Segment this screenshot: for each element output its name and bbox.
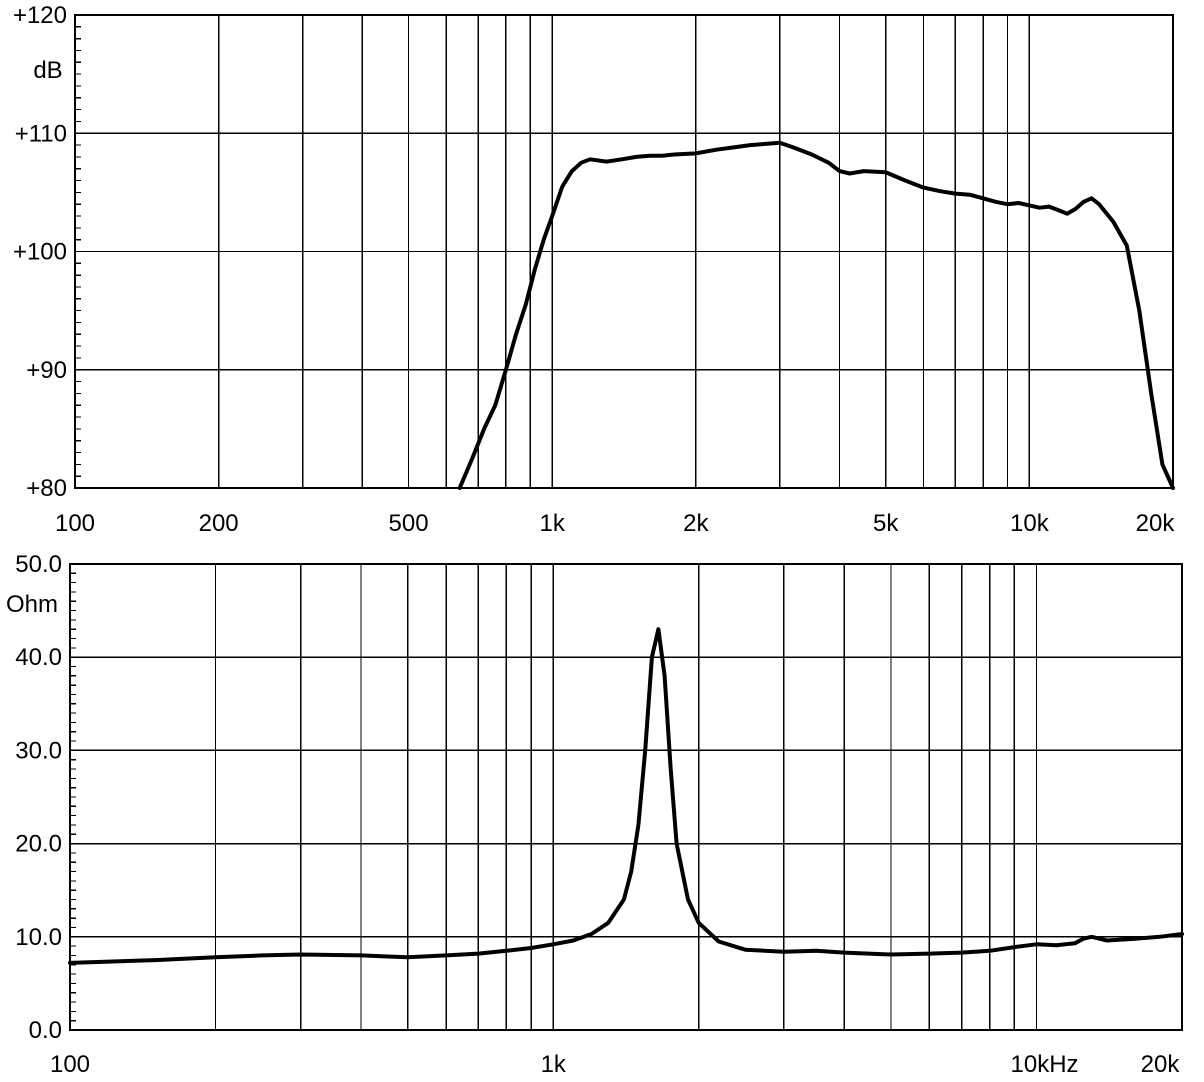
x-tick-label: 20k <box>1136 510 1176 537</box>
spl-response-curve <box>457 140 1175 490</box>
y-tick-label: +120 <box>13 2 67 29</box>
plot-frame <box>74 14 1174 489</box>
x-tick-label: 200 <box>199 510 239 537</box>
y-tick-label: +110 <box>15 120 67 147</box>
impedance-panel: 50.0 40.0 30.0 20.0 10.0 0.0 Ohm 100 1k 10kHz 20k <box>6 551 1184 1078</box>
y-tick-label: +100 <box>13 239 67 266</box>
y-tick-label: 40.0 <box>15 644 62 671</box>
y-tick-label: +90 <box>26 357 67 384</box>
y-tick-label: 30.0 <box>15 737 62 764</box>
x-tick-label: 10k <box>1010 510 1050 537</box>
y-tick-label: +80 <box>26 475 67 502</box>
y-tick-label: 0.0 <box>29 1017 62 1044</box>
x-tick-label: 10kHz <box>1011 1051 1079 1078</box>
x-tick-label: 20k <box>1141 1051 1181 1078</box>
y-tick-label: 20.0 <box>15 831 62 858</box>
plot-frame <box>69 563 1183 1031</box>
x-tick-label: 500 <box>389 510 429 537</box>
y-unit-label: Ohm <box>6 591 58 618</box>
x-tick-label: 100 <box>55 510 95 537</box>
x-tick-label: 100 <box>50 1051 90 1078</box>
x-tick-label: 2k <box>683 510 709 537</box>
spl-panel: +120 +110 +100 +90 +80 dB 100 200 500 1k 2k 5k 10k 20… <box>13 2 1175 537</box>
y-tick-label: 50.0 <box>15 551 62 578</box>
y-unit-label: dB <box>33 57 62 84</box>
x-tick-label: 5k <box>873 510 899 537</box>
y-tick-label: 10.0 <box>15 924 62 951</box>
x-tick-label: 1k <box>541 1051 567 1078</box>
x-tick-label: 1k <box>539 510 565 537</box>
impedance-curve <box>68 627 1184 965</box>
